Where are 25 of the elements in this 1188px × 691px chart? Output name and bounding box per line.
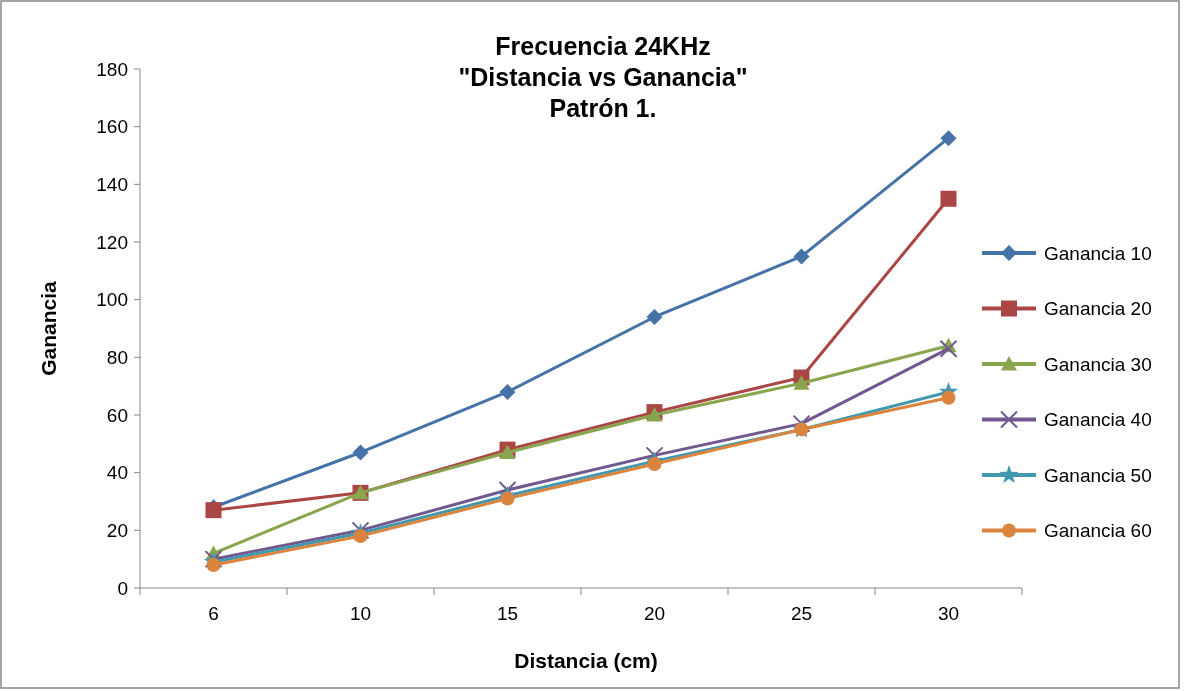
y-tick-label: 80 <box>106 346 128 368</box>
legend-label: Ganancia 10 <box>1044 242 1152 264</box>
x-tick-label: 30 <box>937 603 960 624</box>
y-tick-label: 100 <box>96 289 128 311</box>
y-axis-title: Ganancia <box>37 280 60 376</box>
y-tick-label: 20 <box>106 519 128 541</box>
legend-label: Ganancia 40 <box>1044 409 1152 431</box>
legend-label: Ganancia 30 <box>1044 353 1152 375</box>
x-tick-label: 25 <box>790 603 813 624</box>
x-tick-label: 15 <box>496 603 519 624</box>
y-tick-label: 40 <box>106 462 128 484</box>
legend-label: Ganancia 60 <box>1044 520 1152 542</box>
y-tick-label: 140 <box>96 173 128 195</box>
y-tick-label: 160 <box>96 116 128 138</box>
y-tick-label: 0 <box>117 577 128 599</box>
x-tick-label: 20 <box>643 603 666 624</box>
chart-title: Frecuencia 24KHz "Distancia vs Ganancia" Patrón 1. <box>458 32 748 122</box>
x-axis-title: Distancia (cm) <box>514 649 658 672</box>
x-tick-label: 10 <box>349 603 372 624</box>
y-tick-label: 120 <box>96 231 128 253</box>
legend-label: Ganancia 20 <box>1044 298 1152 320</box>
legend-label: Ganancia 50 <box>1044 464 1152 486</box>
y-tick-label: 60 <box>106 404 128 426</box>
x-tick-label: 6 <box>208 603 219 624</box>
y-tick-label: 180 <box>96 58 128 80</box>
